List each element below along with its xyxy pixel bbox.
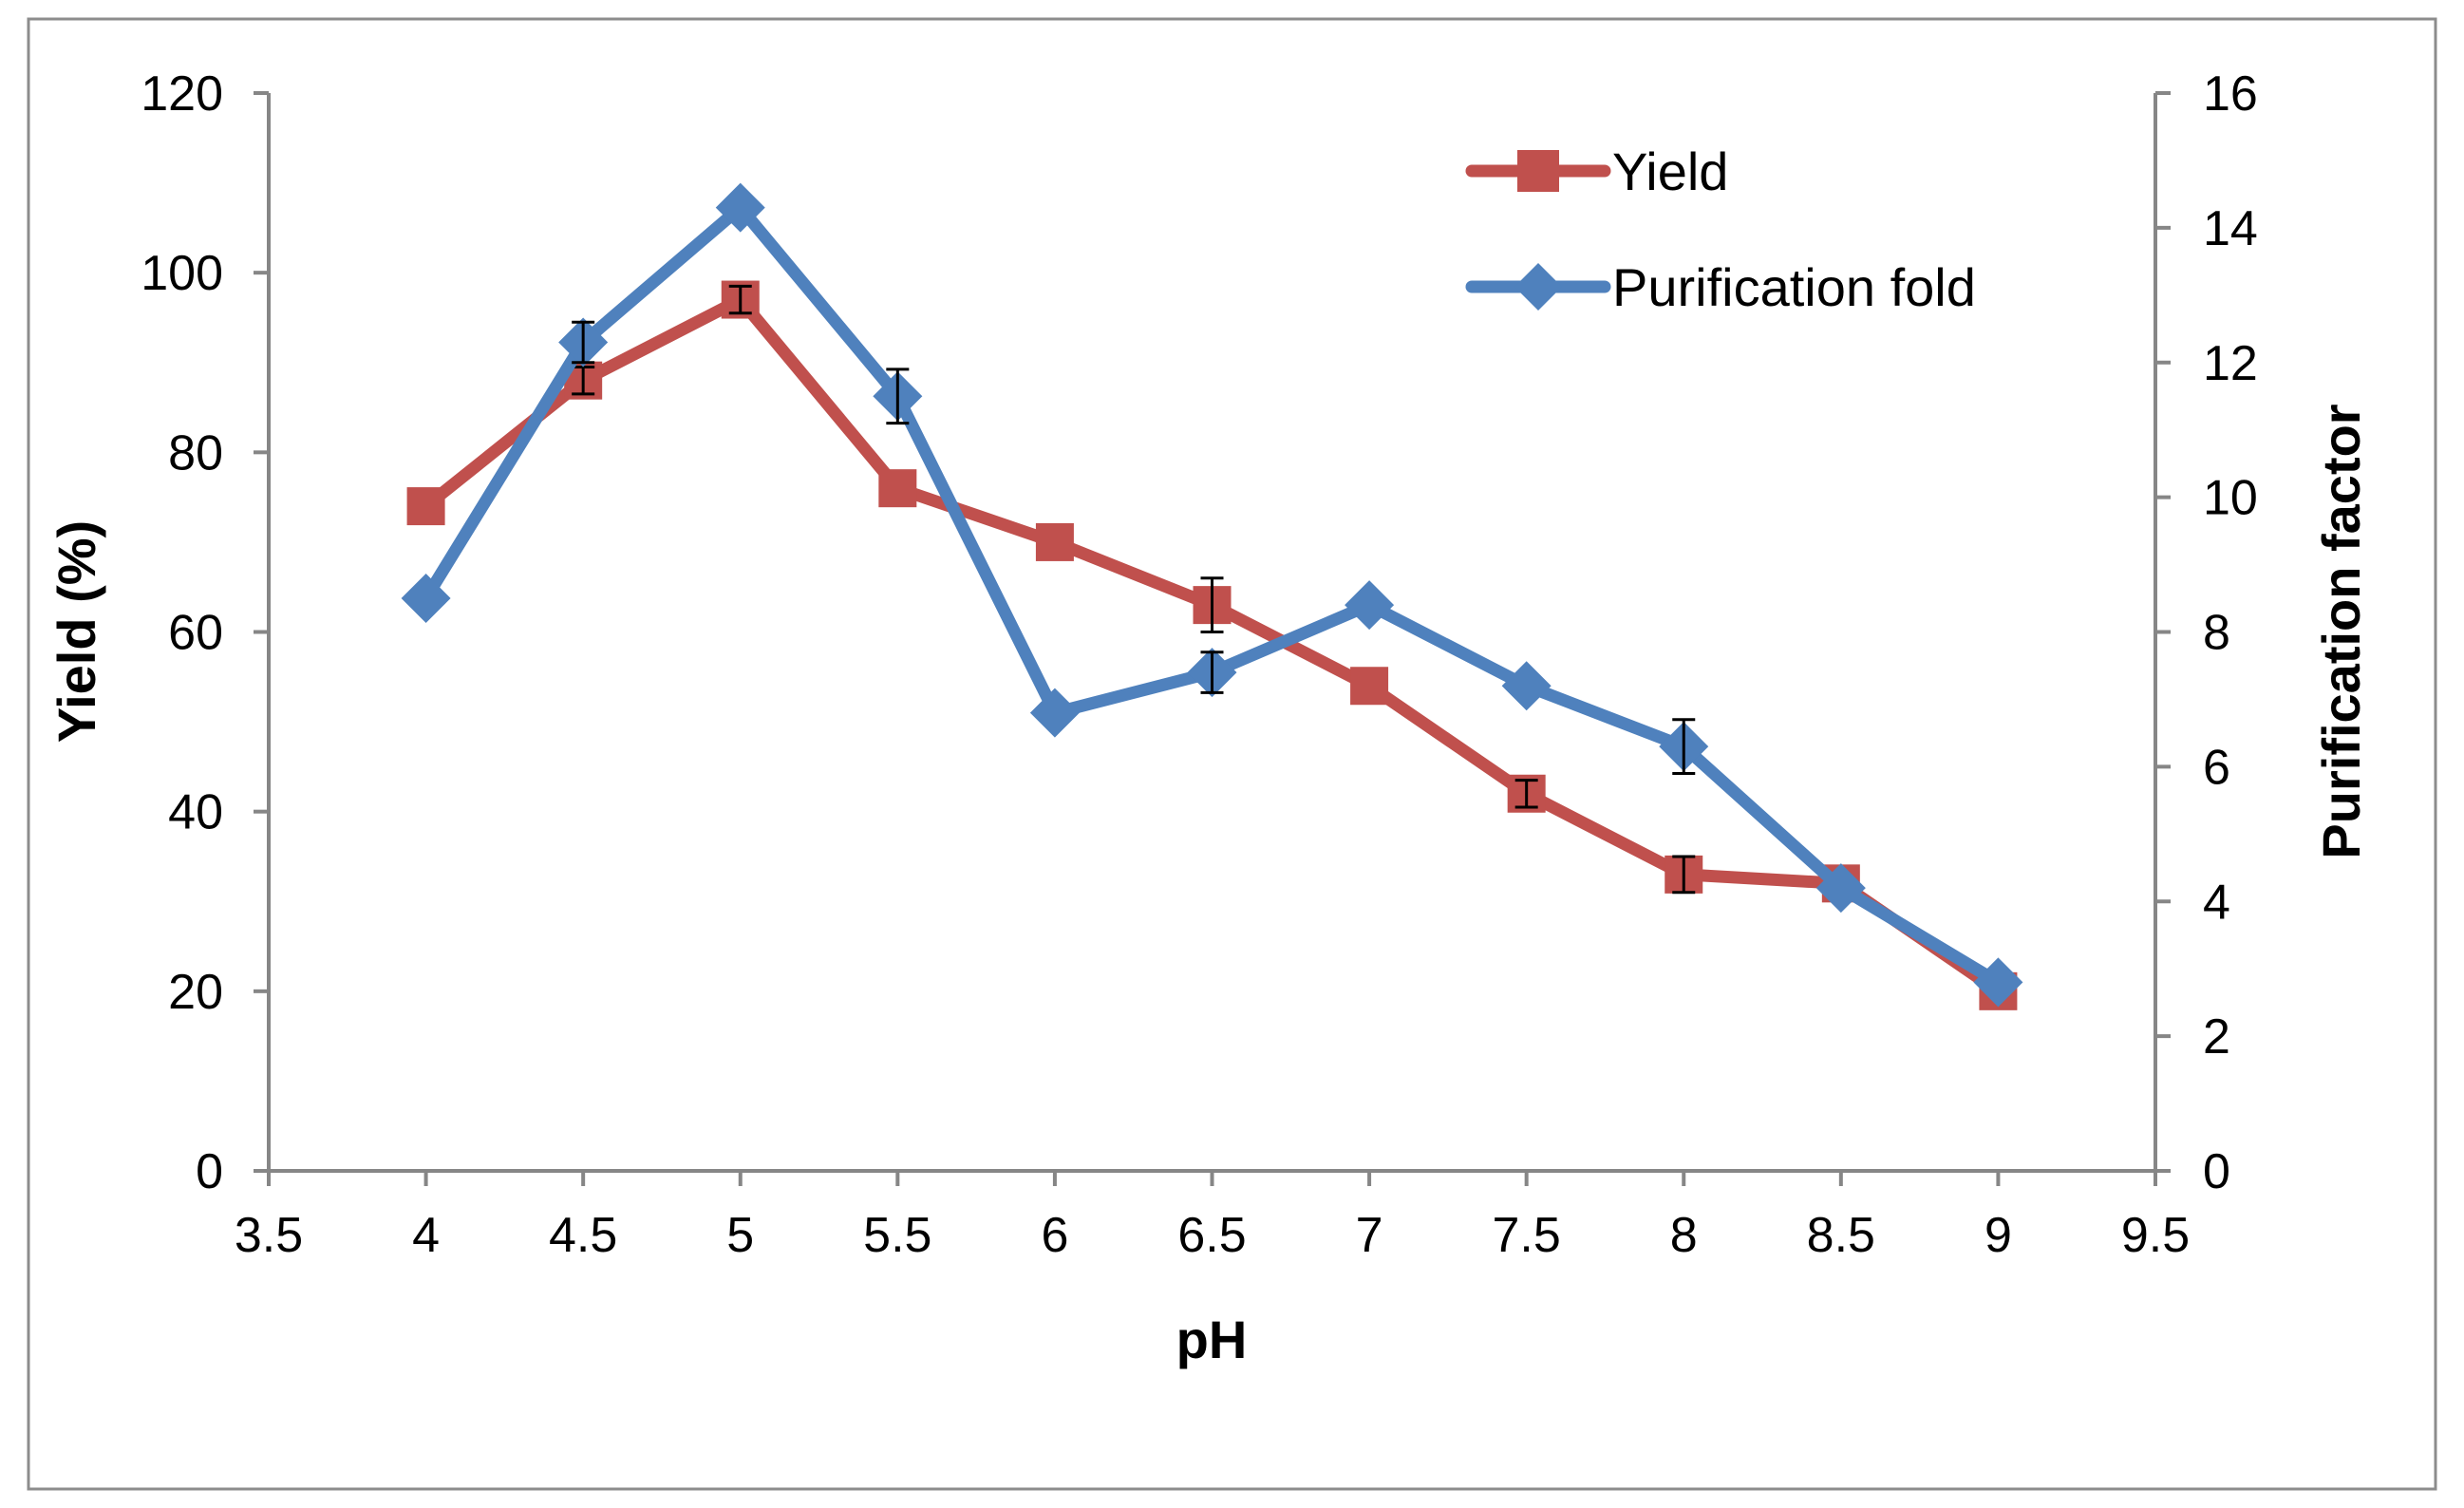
y-tick-label: 60 [168,606,223,661]
x-tick-label: 6.5 [1177,1208,1246,1263]
y-tick-label: 0 [196,1144,223,1199]
data-point-purification-fold [715,182,765,233]
y2-tick-label: 4 [2203,875,2230,930]
legend-yield-label: Yield [1612,141,1728,201]
data-point-yield [1035,522,1074,561]
error-bar-purification-fold [886,368,910,425]
legend-purification-label: Purification fold [1612,257,1976,317]
x-tick-label: 9.5 [2121,1208,2190,1263]
legend-item-purification-fold: Purification fold [1465,257,1976,317]
data-point-yield [406,487,445,526]
legend-item-yield: Yield [1465,141,1728,201]
y2-tick-label: 6 [2203,740,2230,795]
y2-tick-label: 10 [2203,471,2258,526]
y-tick-label: 20 [168,965,223,1020]
y-tick-label: 120 [141,66,223,122]
x-tick-label: 6 [1041,1208,1068,1263]
error-bar-yield [1672,855,1696,895]
y-tick-label: 40 [168,785,223,840]
x-tick-label: 4.5 [549,1208,617,1263]
y2-tick-label: 16 [2203,66,2258,122]
x-tick-label: 8.5 [1807,1208,1875,1263]
y2-tick-label: 8 [2203,606,2230,661]
error-bar-yield [1514,779,1538,809]
x-tick-label: 8 [1670,1208,1698,1263]
y2-axis-ticks: 0 2 4 6 8 10 12 14 16 [2155,66,2258,1199]
data-point-purification-fold [401,574,451,624]
error-bar-yield [728,284,752,315]
x-tick-label: 3.5 [235,1208,303,1263]
x-tick-label: 7 [1356,1208,1383,1263]
y-axis-ticks: 0 20 40 60 80 100 120 [141,66,269,1199]
x-tick-label: 4 [412,1208,440,1263]
legend: Yield Purification fold [1465,141,1976,317]
y2-tick-label: 2 [2203,1009,2230,1065]
data-point-purification-fold [1501,661,1552,711]
x-tick-label: 7.5 [1493,1208,1561,1263]
data-point-yield [1350,667,1389,706]
y-axis-title: Yield (%) [47,520,106,743]
legend-yield-marker [1517,150,1559,192]
data-point-purification-fold [1815,863,1866,914]
error-bar-purification-fold [572,320,595,365]
y-tick-label: 80 [168,425,223,481]
error-bar-purification-fold [1672,718,1696,775]
x-tick-label: 5 [726,1208,754,1263]
y2-tick-label: 12 [2203,336,2258,391]
x-tick-label: 9 [1984,1208,2012,1263]
error-bar-yield [572,365,595,396]
legend-purification-marker [1514,263,1562,311]
data-point-purification-fold [1973,957,2023,1008]
data-point-purification-fold [1345,580,1395,631]
data-point-purification-fold [1029,688,1080,738]
y2-axis-title: Purification factor [2311,404,2371,858]
chart-frame [27,17,2437,1491]
series-layer [401,182,2023,1010]
error-bar-yield [1200,576,1224,633]
x-tick-label: 5.5 [863,1208,931,1263]
y2-tick-label: 14 [2203,201,2258,256]
x-axis-title: pH [1176,1310,1248,1369]
series-purification-fold [401,182,2023,1008]
x-axis-ticks: 3.5 4 4.5 5 5.5 6 6.5 7 7.5 8 8.5 9 9.5 [235,1171,2190,1263]
y-tick-label: 100 [141,246,223,301]
data-point-yield [878,469,917,508]
error-bar-purification-fold [1200,650,1224,694]
y2-tick-label: 0 [2203,1144,2230,1199]
